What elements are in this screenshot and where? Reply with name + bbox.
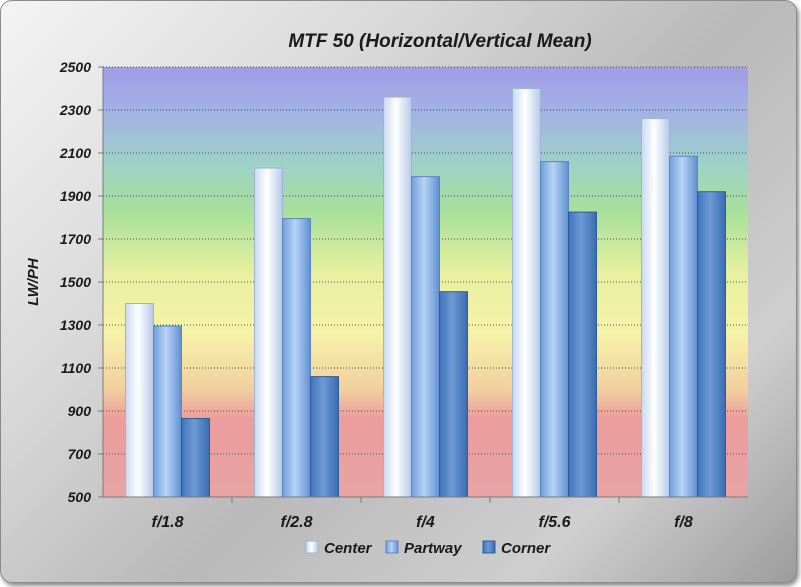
y-tick-label: 2500 <box>59 59 91 75</box>
bar-corner-3 <box>568 211 597 498</box>
x-tick-label: f/4 <box>416 514 435 531</box>
bar-partway-1 <box>282 218 311 498</box>
x-tick-label: f/5.6 <box>538 514 570 531</box>
bar-center-3 <box>512 88 541 498</box>
y-axis-ticks: 500 700 900 1100 1300 1500 1700 1900 2100 2300 250… <box>59 59 103 505</box>
x-axis-ticks: f/1.8 f/2.8 f/4 f/5.6 f/8 <box>151 497 693 531</box>
bar-center-1 <box>254 167 283 498</box>
bar-partway-2 <box>411 176 440 498</box>
bars <box>125 88 726 498</box>
bar-partway-0 <box>153 325 182 498</box>
bar-center-4 <box>641 118 670 498</box>
legend-swatch-center <box>305 540 319 554</box>
y-tick-label: 1300 <box>60 317 91 333</box>
y-tick-label: 2300 <box>59 102 91 118</box>
x-tick-label: f/2.8 <box>280 514 312 531</box>
legend: Center Partway Corner <box>305 540 551 557</box>
y-tick-label: 2100 <box>59 145 91 161</box>
legend-swatch-partway <box>385 540 399 554</box>
chart-title: MTF 50 (Horizontal/Vertical Mean) <box>288 31 591 52</box>
bar-partway-4 <box>669 155 698 498</box>
y-tick-label: 1700 <box>60 231 91 247</box>
y-tick-label: 1500 <box>60 274 91 290</box>
y-tick-label: 500 <box>68 489 92 505</box>
bar-corner-0 <box>181 418 210 498</box>
bar-corner-2 <box>439 291 468 498</box>
legend-label-corner: Corner <box>501 540 551 557</box>
y-axis-label: LW/PH <box>25 257 42 306</box>
y-tick-label: 900 <box>68 403 92 419</box>
bar-corner-1 <box>310 376 339 498</box>
bar-center-2 <box>383 96 412 498</box>
legend-label-partway: Partway <box>404 540 462 557</box>
y-tick-label: 1100 <box>61 360 91 376</box>
bar-center-0 <box>125 303 154 498</box>
y-tick-label: 1900 <box>60 188 91 204</box>
legend-swatch-corner <box>482 540 496 554</box>
legend-label-center: Center <box>324 540 373 557</box>
gridlines <box>103 66 748 455</box>
bar-partway-3 <box>540 161 569 498</box>
x-tick-label: f/1.8 <box>151 514 183 531</box>
y-tick-label: 700 <box>68 446 92 462</box>
x-tick-label: f/8 <box>674 514 693 531</box>
bar-corner-4 <box>697 191 726 498</box>
